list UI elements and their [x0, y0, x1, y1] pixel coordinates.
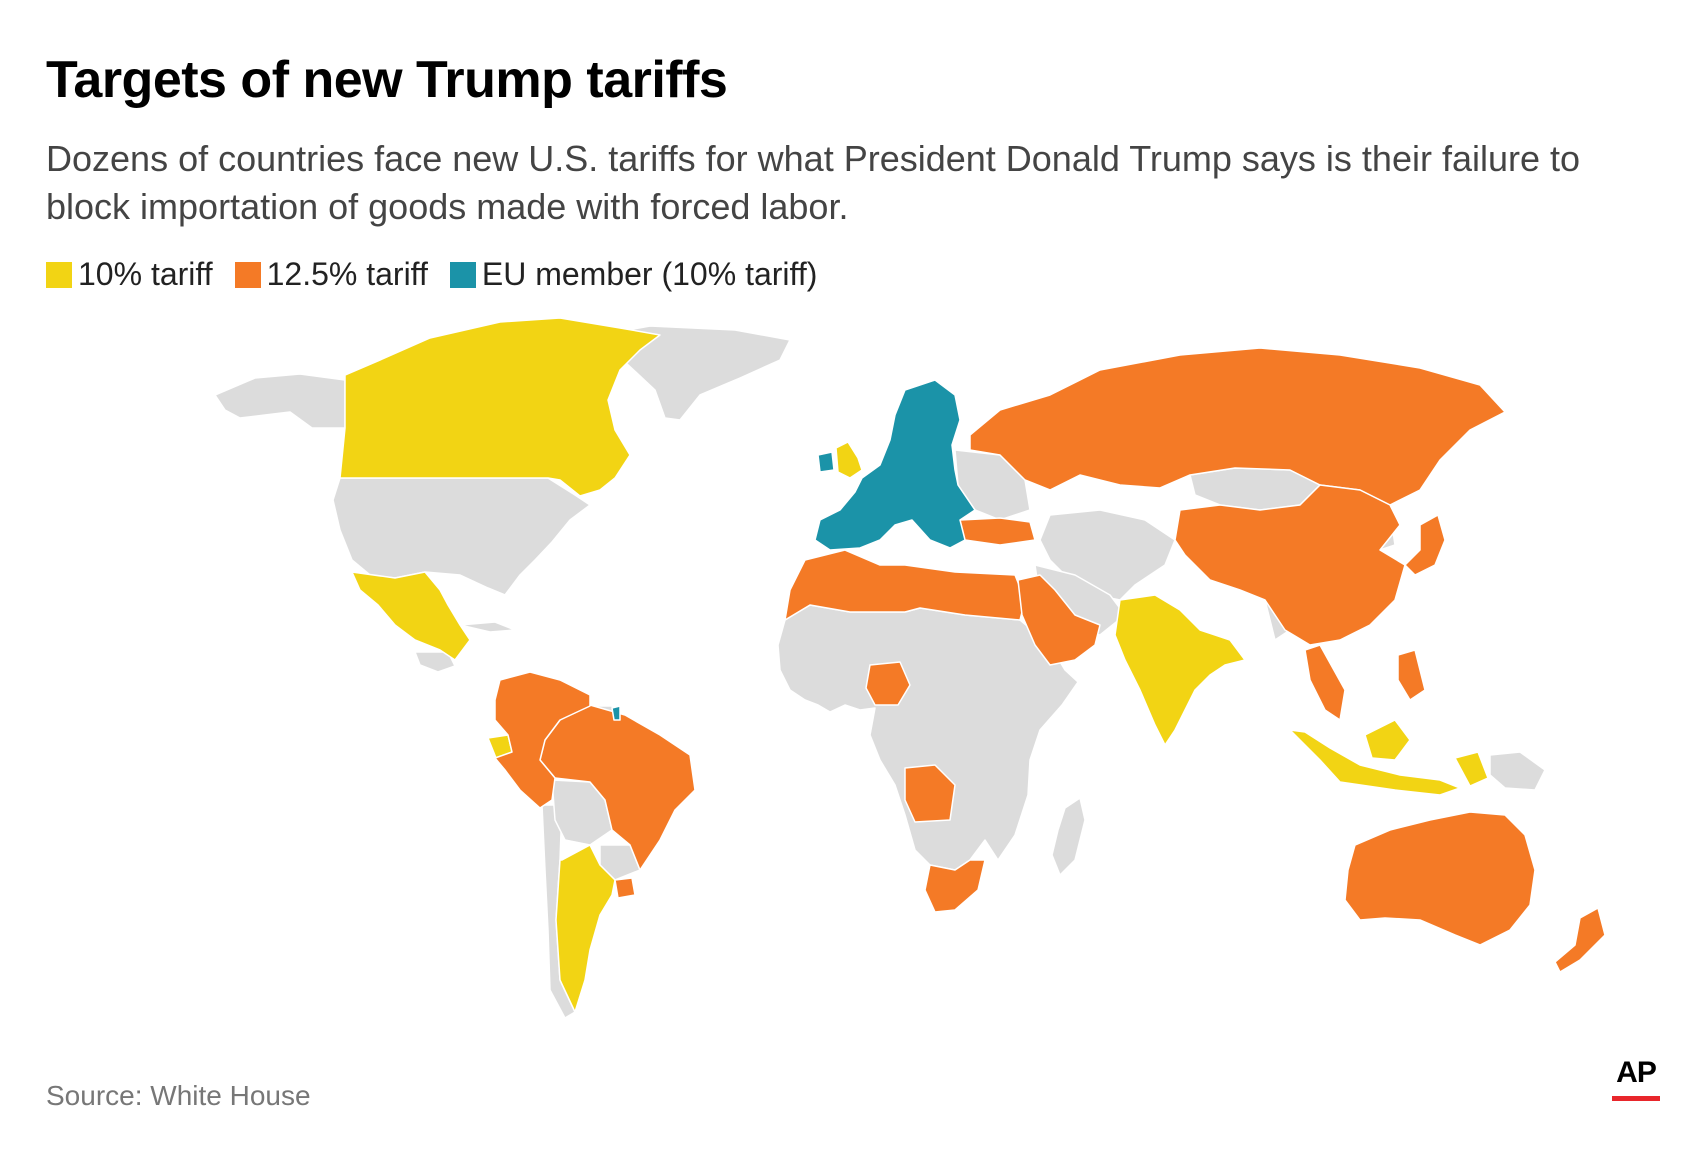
uk [835, 441, 863, 479]
philippines [1397, 649, 1426, 701]
borneo [1364, 719, 1411, 761]
legend-swatch-yellow [46, 261, 72, 288]
south-africa [924, 859, 986, 913]
legend-swatch-teal [449, 261, 476, 288]
world-map [214, 317, 1606, 1019]
argentina [555, 844, 616, 1013]
peru-colombia-venezuela [494, 671, 591, 809]
ap-logo: AP [1612, 1056, 1660, 1101]
source-note: Source: White House [46, 1080, 311, 1111]
paraguay [599, 844, 641, 881]
chart-title: Targets of new Trump tariffs [46, 51, 728, 109]
alaska [214, 373, 346, 429]
european-union [814, 379, 976, 551]
legend-item-12-5-tariff: 12.5% tariff [234, 256, 428, 293]
cuba [459, 621, 516, 633]
madagascar [1051, 797, 1086, 876]
chart-subtitle: Dozens of countries face new U.S. tariff… [46, 138, 1581, 227]
ap-logo-bar [1612, 1096, 1660, 1101]
ap-logo-text: AP [1616, 1056, 1657, 1089]
nigeria [865, 661, 911, 706]
new-zealand [1554, 907, 1606, 973]
usa [332, 477, 591, 596]
japan [1404, 514, 1446, 576]
turkey [959, 517, 1036, 546]
uruguay [614, 877, 636, 899]
china [1174, 484, 1406, 646]
legend-item-eu-member: EU member (10% tariff) [449, 256, 818, 293]
australia [1344, 811, 1536, 946]
india [1114, 594, 1246, 746]
legend-label: EU member (10% tariff) [481, 256, 818, 292]
vietnam-philippines [1304, 644, 1346, 721]
sulawesi-papua [1454, 751, 1489, 787]
legend: 10% tariff 12.5% tariff EU member (10% t… [46, 256, 839, 293]
saudi-arabia-gulf [1017, 574, 1101, 666]
mexico [351, 571, 471, 661]
africa-rest [777, 604, 1079, 871]
legend-item-10-tariff: 10% tariff [46, 256, 213, 293]
legend-label: 12.5% tariff [266, 256, 428, 292]
indonesia [1289, 729, 1461, 796]
french-guiana [611, 705, 621, 721]
angola [904, 764, 956, 823]
canada [339, 317, 661, 497]
legend-swatch-orange [234, 261, 261, 288]
ireland [817, 451, 835, 473]
png [1489, 751, 1546, 791]
legend-label: 10% tariff [78, 256, 213, 292]
algeria-libya-egypt [784, 549, 1026, 621]
